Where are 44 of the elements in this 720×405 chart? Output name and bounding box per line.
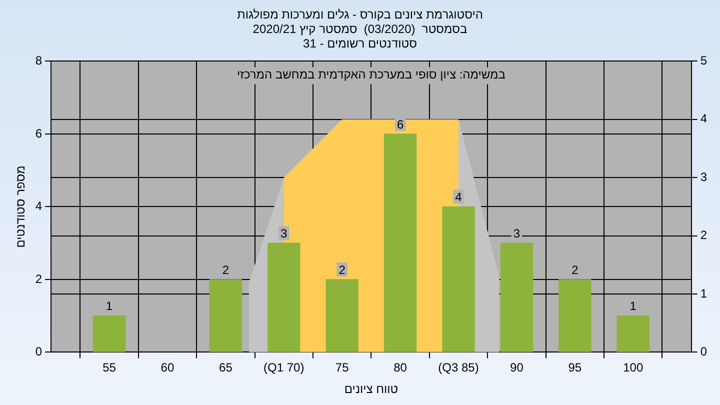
data-label: 3 [280,226,288,240]
data-label: 2 [222,262,230,277]
data-label: 3 [513,226,520,240]
x-tick-label: 60 [160,360,174,375]
bar [384,134,417,352]
data-label: 2 [338,262,346,277]
y2-tick-label: 1 [700,286,708,300]
y-tick-label: 6 [35,126,42,140]
bar [92,315,126,352]
bar [442,206,475,352]
x-tick-label: 65 [219,360,233,375]
y2-tick-label: 0 [700,344,708,359]
y-axis-title: מספר סטודנטים [14,166,28,248]
data-label: 4 [455,190,462,204]
bar [500,242,534,352]
y-tick-label: 2 [35,272,42,286]
y-tick-label: 4 [35,199,42,214]
annotation: במשימה: ציון סופי במערכת האקדמית במחשב המרכזי [236,68,506,82]
bar [616,315,650,352]
bar [209,279,242,352]
x-tick-label: 95 [568,360,582,375]
y-tick-label: 0 [35,344,42,359]
data-label: 1 [106,299,113,314]
y2-tick-label: 3 [700,170,708,184]
bar [268,242,300,352]
x-tick-label: (Q3 85) [438,360,479,375]
x-tick-label: 75 [335,360,350,375]
bar [558,279,592,352]
x-tick-label: 100 [623,360,644,375]
y2-tick-label: 4 [700,112,708,126]
y-tick-label: 8 [35,54,42,68]
data-label: 1 [630,299,637,314]
y2-tick-label: 5 [700,54,708,68]
y2-tick-label: 2 [700,228,708,242]
x-axis-title: טווח ציונים [344,382,398,396]
x-tick-label: 55 [102,360,116,375]
x-tick-label: 80 [394,360,408,375]
bar [326,279,358,352]
chart-title: היסטוגרמת ציונים בקורס - גלים ומערכות מפולגות [237,8,483,22]
x-tick-label: (Q1 70) [264,360,304,375]
data-label: 6 [396,117,404,132]
x-tick-label: 90 [510,360,524,375]
chart-subtitle: בסמסטר (03/2020) סמסטר קיץ 2020/21 סטודנטים רשומים - 31 [252,22,468,50]
data-label: 2 [572,262,579,277]
